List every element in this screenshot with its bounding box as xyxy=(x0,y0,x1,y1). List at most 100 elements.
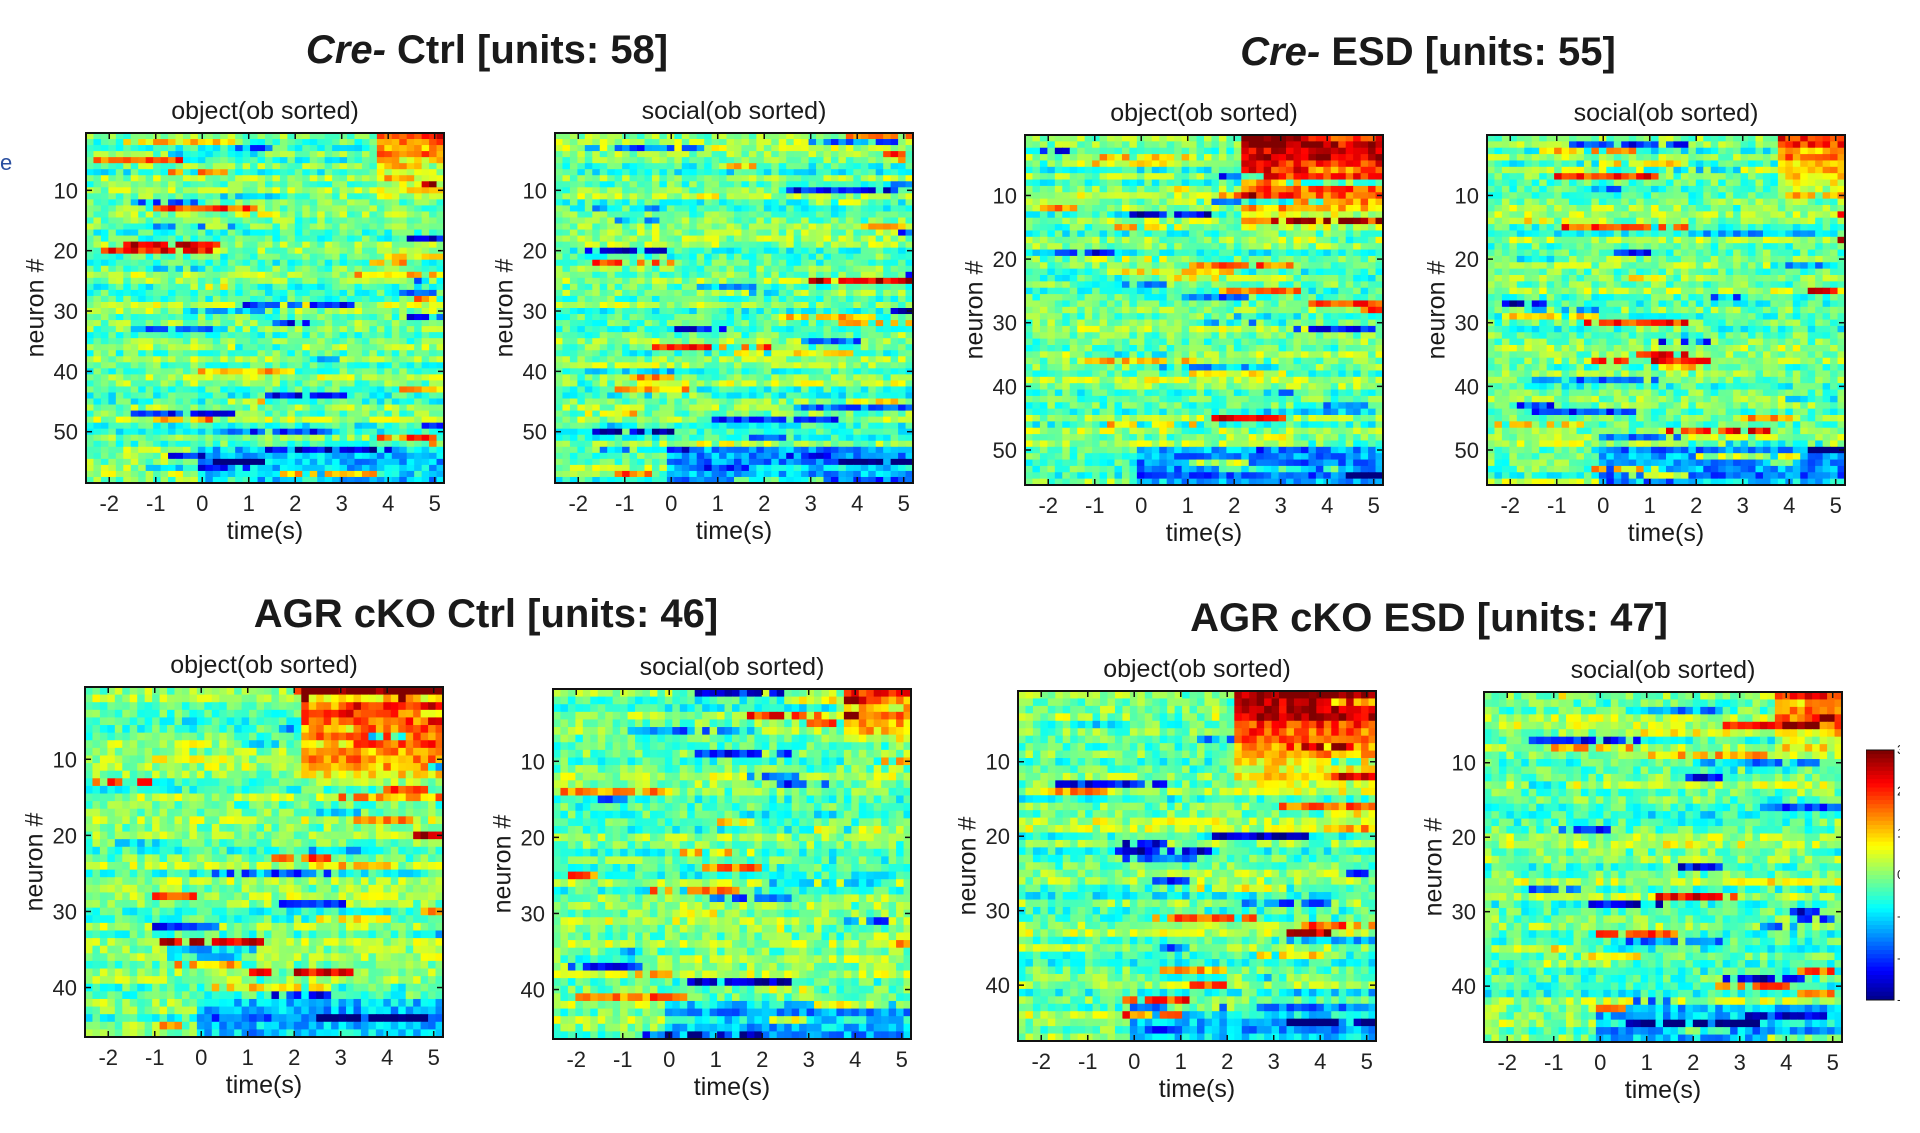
heatmap-cell xyxy=(421,344,430,351)
heatmap-cell xyxy=(838,151,847,158)
heatmap-cell xyxy=(384,410,393,418)
heatmap-cell xyxy=(905,169,914,176)
heatmap-cell xyxy=(309,175,318,182)
heatmap-cell xyxy=(436,151,445,158)
heatmap-cell xyxy=(100,362,109,369)
heatmap-cell xyxy=(577,139,586,146)
heatmap-cell xyxy=(168,181,177,188)
heatmap-cell xyxy=(108,253,117,261)
heatmap-cell xyxy=(190,374,199,382)
heatmap-cell xyxy=(376,392,385,400)
heatmap-cell xyxy=(577,169,586,176)
heatmap-cell xyxy=(302,283,311,291)
heatmap-cell xyxy=(696,374,705,382)
heatmap-cell xyxy=(659,181,668,188)
heatmap-cell xyxy=(681,283,690,291)
heatmap-cell xyxy=(637,362,646,369)
heatmap-cell xyxy=(816,139,825,146)
heatmap-cell xyxy=(577,199,586,207)
heatmap-cell xyxy=(242,416,251,424)
heatmap-cell xyxy=(845,356,854,363)
heatmap-cell xyxy=(421,271,430,279)
heatmap-cell xyxy=(599,151,608,158)
heatmap-cell xyxy=(93,259,102,267)
heatmap-cell xyxy=(108,199,117,207)
heatmap-cell xyxy=(175,404,184,412)
heatmap-cell xyxy=(666,338,675,345)
heatmap-cell xyxy=(584,241,593,249)
heatmap-cell xyxy=(421,476,430,484)
heatmap-cell xyxy=(361,314,371,321)
heatmap-cell xyxy=(860,181,869,188)
heatmap-cell xyxy=(309,229,318,237)
heatmap-cell xyxy=(607,133,616,140)
heatmap-cell xyxy=(384,464,393,472)
heatmap-cell xyxy=(287,338,296,345)
heatmap-cell xyxy=(651,253,661,261)
heatmap-cell xyxy=(309,235,318,243)
heatmap-cell xyxy=(123,428,132,436)
heatmap-cell xyxy=(309,314,318,321)
heatmap-cell xyxy=(838,259,847,267)
heatmap-cell xyxy=(414,247,423,255)
heatmap-cell xyxy=(115,277,124,285)
heatmap-cell xyxy=(726,386,735,394)
heatmap-cell xyxy=(399,440,408,448)
heatmap-cell xyxy=(339,332,348,339)
heatmap-cell xyxy=(205,265,214,273)
heatmap-cell xyxy=(778,301,787,309)
heatmap-cell xyxy=(651,398,661,406)
heatmap-cell xyxy=(227,295,236,303)
heatmap-cell xyxy=(689,320,698,327)
heatmap-cell xyxy=(875,205,884,213)
heatmap-cell xyxy=(875,241,884,249)
heatmap-cell xyxy=(562,265,571,273)
heatmap-cell xyxy=(242,392,251,400)
heatmap-cell xyxy=(145,332,154,339)
heatmap-cell xyxy=(823,283,832,291)
heatmap-cell xyxy=(347,205,356,213)
heatmap-cell xyxy=(205,217,214,225)
heatmap-cell xyxy=(868,283,877,291)
heatmap-cell xyxy=(681,271,690,279)
heatmap-cell xyxy=(361,362,371,369)
heatmap-cell xyxy=(414,350,423,357)
heatmap-cell xyxy=(905,157,914,164)
heatmap-cell xyxy=(257,229,266,237)
heatmap-cell xyxy=(577,187,586,194)
heatmap-cell xyxy=(406,193,415,200)
heatmap-cell xyxy=(160,271,169,279)
heatmap-cell xyxy=(86,163,95,170)
heatmap-cell xyxy=(763,283,772,291)
heatmap-cell xyxy=(361,151,371,158)
heatmap-cell xyxy=(801,277,810,285)
heatmap-cell xyxy=(108,229,117,237)
heatmap-cell xyxy=(130,163,139,170)
heatmap-cell xyxy=(629,386,638,394)
heatmap-cell xyxy=(190,356,199,363)
heatmap-cell xyxy=(197,289,206,297)
heatmap-cell xyxy=(354,163,363,170)
heatmap-cell xyxy=(406,362,415,369)
heatmap-cell xyxy=(883,362,892,369)
heatmap-cell xyxy=(197,380,206,388)
heatmap-cell xyxy=(778,133,787,140)
heatmap-cell xyxy=(123,476,132,484)
heatmap-cell xyxy=(711,241,720,249)
heatmap-cell xyxy=(115,320,124,327)
heatmap-cell xyxy=(607,374,616,382)
heatmap-cell xyxy=(421,368,430,375)
heatmap-cell xyxy=(801,181,810,188)
heatmap-cell xyxy=(160,398,169,406)
heatmap-cell xyxy=(354,157,363,164)
heatmap-cell xyxy=(421,247,430,255)
heatmap-cell xyxy=(190,253,199,261)
heatmap-cell xyxy=(108,362,117,369)
heatmap-cell xyxy=(369,374,378,382)
heatmap-cell xyxy=(123,386,132,394)
heatmap-cell xyxy=(436,476,445,484)
heatmap-cell xyxy=(711,301,720,309)
heatmap-cell xyxy=(666,326,675,333)
heatmap-cell xyxy=(227,428,236,436)
heatmap-cell xyxy=(711,217,720,225)
